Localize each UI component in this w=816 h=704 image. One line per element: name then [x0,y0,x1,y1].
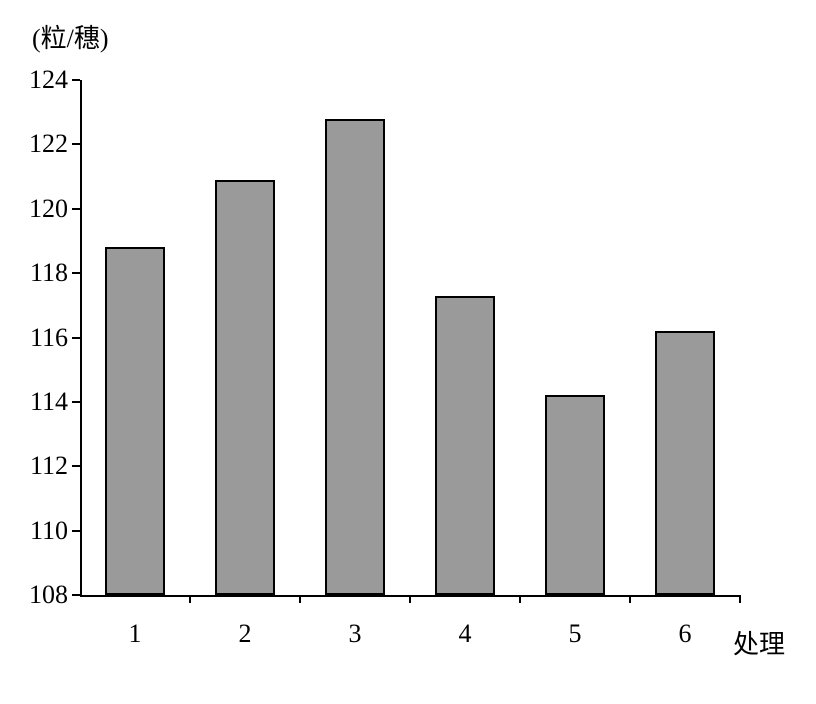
y-tick-label: 108 [8,580,68,610]
y-tick-label: 114 [8,387,68,417]
plot-area [80,80,740,595]
bar [105,247,165,595]
y-tick-mark [72,594,80,596]
bar [215,180,275,595]
y-axis-line [80,80,82,595]
y-tick-mark [72,143,80,145]
y-tick-label: 124 [8,65,68,95]
y-axis-title: (粒/穗) [32,18,109,55]
y-tick-label: 122 [8,129,68,159]
x-tick-label: 5 [555,619,595,649]
y-tick-label: 118 [8,258,68,288]
y-tick-mark [72,208,80,210]
bar [435,296,495,595]
bar [655,331,715,595]
y-tick-label: 112 [8,451,68,481]
y-tick-mark [72,337,80,339]
y-tick-mark [72,530,80,532]
x-tick-label: 4 [445,619,485,649]
bar [545,395,605,595]
bar [325,119,385,595]
bar-chart: (粒/穗) 108 110 112 114 116 118 120 122 124 1 2 3 4 5 6… [0,0,816,704]
y-tick-mark [72,401,80,403]
x-tick-label: 1 [115,619,155,649]
y-tick-mark [72,272,80,274]
x-tick-label: 3 [335,619,375,649]
x-axis-line [80,595,740,597]
y-tick-label: 120 [8,194,68,224]
x-tick-label: 2 [225,619,265,649]
x-tick-label: 6 [665,619,705,649]
y-tick-label: 116 [8,323,68,353]
y-tick-mark [72,79,80,81]
y-tick-mark [72,465,80,467]
y-tick-label: 110 [8,516,68,546]
x-axis-title: 处理 [733,624,785,661]
